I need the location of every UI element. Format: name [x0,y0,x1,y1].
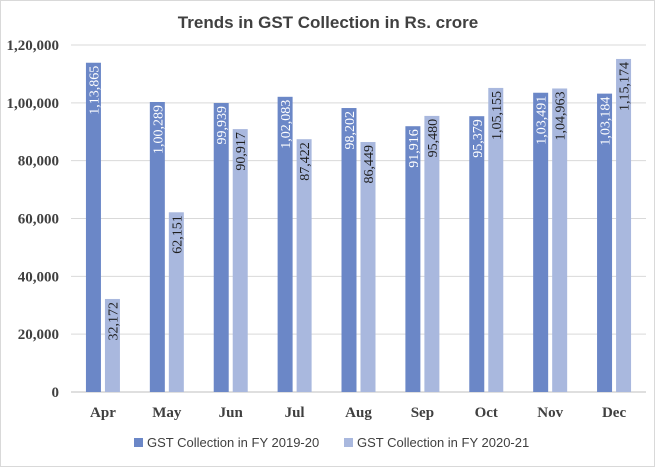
x-category-label: Sep [411,405,434,421]
bar [277,96,293,392]
data-label: 1,00,289 [151,105,166,154]
bar [149,101,165,392]
bar [296,139,312,392]
x-category-label: Aug [345,405,372,421]
bars [85,58,632,393]
bar [469,116,485,392]
bar [424,115,440,393]
x-category-label: Apr [90,405,116,421]
bar [85,62,101,392]
x-category-label: May [152,405,182,421]
bar [533,92,549,392]
data-label: 91,916 [407,129,422,168]
data-label: 1,03,491 [535,96,550,145]
gridlines [71,44,646,393]
bar [341,108,357,393]
bar [104,298,120,392]
bar [360,142,376,392]
data-label: 87,422 [298,142,313,181]
x-category-label: Jul [285,405,305,421]
data-label: 95,480 [426,119,441,157]
legend: GST Collection in FY 2019-20 GST Collect… [134,435,529,450]
y-tick-label: 1,00,000 [7,96,60,112]
bar [597,93,613,392]
y-tick-label: 20,000 [18,327,59,343]
bar [213,103,229,392]
y-tick-label: 60,000 [18,212,59,228]
bar [616,58,632,392]
data-label: 1,03,184 [599,97,614,146]
x-category-label: Nov [537,405,563,421]
y-tick-label: 80,000 [18,154,59,170]
bar [168,212,184,392]
data-label: 62,151 [170,215,185,254]
bar [488,87,504,392]
bar [552,88,568,392]
y-axis-ticks: 0 20,000 40,000 60,000 80,000 1,00,000 1,20,00… [7,38,60,401]
chart-title: Trends in GST Collection in Rs. crore [178,13,478,32]
legend-swatch-fy-2019-20 [134,438,143,447]
data-label: 1,13,865 [87,66,102,115]
data-label: 1,02,083 [279,100,294,149]
data-label: 86,449 [362,145,377,184]
data-label: 99,939 [215,106,230,145]
x-category-label: Jun [219,405,244,421]
data-label: 1,05,155 [490,91,505,140]
legend-label-fy-2020-21: GST Collection in FY 2020-21 [357,435,529,450]
legend-label-fy-2019-20: GST Collection in FY 2019-20 [147,435,319,450]
data-label: 1,15,174 [618,62,633,111]
y-tick-label: 40,000 [18,269,59,285]
legend-swatch-fy-2020-21 [344,438,353,447]
y-tick-label: 1,20,000 [7,38,60,54]
y-tick-label: 0 [52,385,60,401]
bar [405,126,421,392]
x-category-label: Dec [602,405,626,421]
data-label: 90,917 [234,132,249,171]
x-axis-categories: Apr May Jun Jul Aug Sep Oct Nov Dec [90,405,626,421]
bar [232,129,248,393]
data-label: 1,04,963 [554,91,569,140]
data-labels: 1,13,865 32,172 1,00,289 62,151 99,939 90,917… [87,62,632,341]
x-category-label: Oct [475,405,498,421]
data-label: 32,172 [106,302,121,341]
data-label: 95,379 [471,119,486,158]
data-label: 98,202 [343,111,358,150]
